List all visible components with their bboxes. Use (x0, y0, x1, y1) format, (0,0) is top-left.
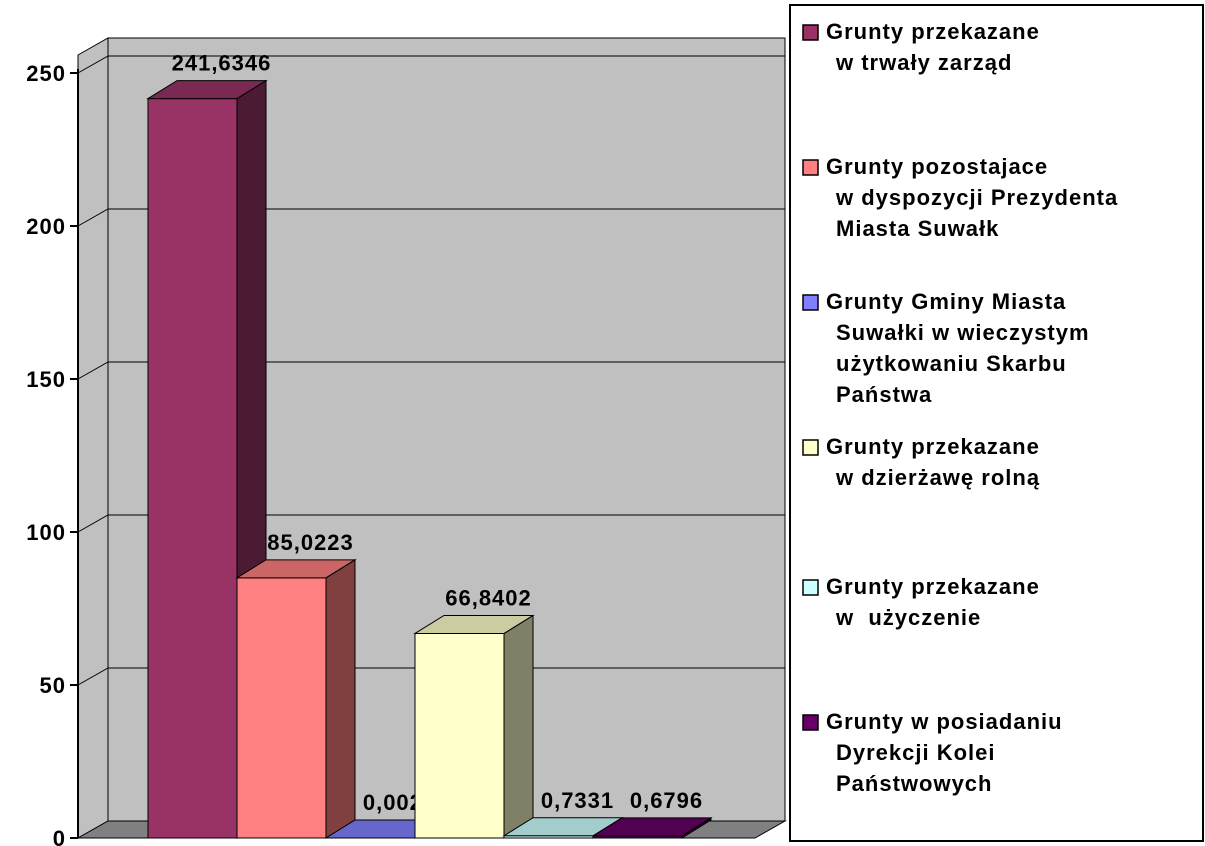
grid-line (77, 514, 785, 533)
grid-line (77, 55, 785, 74)
bar-top (591, 817, 713, 837)
legend-box (789, 4, 1204, 842)
y-tick-label: 250 (26, 61, 66, 86)
y-tick-label: 100 (26, 520, 66, 545)
legend-label: Grunty przekazane w trwały zarząd (826, 19, 1040, 75)
legend-swatch (802, 159, 819, 176)
legend-swatch (802, 294, 819, 311)
legend-label: Grunty Gminy Miasta Suwałki w wieczystym u… (826, 289, 1090, 407)
y-tick-label: 200 (26, 214, 66, 239)
legend-label: Grunty przekazane w użyczenie (826, 574, 1040, 630)
value-label: 0,7331 (541, 788, 614, 813)
bar (147, 98, 238, 839)
y-tick-label: 150 (26, 367, 66, 392)
grid-line (77, 361, 785, 380)
legend-swatch (802, 714, 819, 731)
value-label: 0,6796 (630, 788, 703, 813)
side-wall (77, 37, 109, 839)
bar-side (325, 558, 356, 839)
value-label: 66,8402 (445, 585, 532, 610)
bar (414, 632, 505, 839)
legend-label: Grunty przekazane w dzierżawę rolną (826, 434, 1040, 490)
y-tick-label: 0 (53, 826, 66, 846)
y-tick-label: 50 (40, 673, 66, 698)
bar-top (413, 614, 535, 634)
value-label: 241,6346 (172, 51, 272, 76)
bar-top (235, 559, 357, 579)
legend-swatch (802, 579, 819, 596)
grid-line (77, 667, 785, 686)
bar (236, 577, 327, 839)
legend-swatch (802, 24, 819, 41)
bar-top (146, 80, 268, 100)
legend-swatch (802, 439, 819, 456)
legend-label: Grunty pozostajace w dyspozycji Prezydent… (826, 154, 1118, 241)
legend-label: Grunty w posiadaniu Dyrekcji Kolei Państwo… (826, 709, 1063, 796)
value-label: 85,0223 (267, 530, 354, 555)
grid-line (77, 208, 785, 227)
bar-side (503, 614, 534, 839)
